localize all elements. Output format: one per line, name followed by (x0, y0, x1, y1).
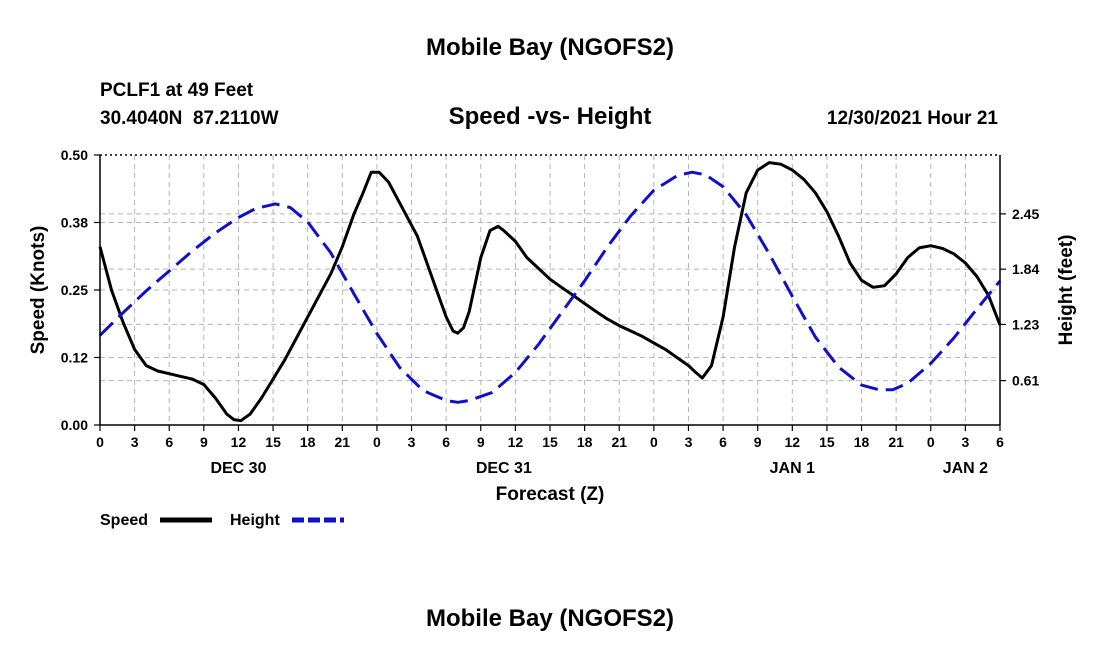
x-tick-label: 9 (200, 434, 208, 450)
y2-tick-label: 0.61 (1012, 373, 1039, 389)
y-axis-label-left: Speed (Knots) (28, 226, 49, 355)
x-tick-label: 3 (408, 434, 416, 450)
x-tick-label: 18 (300, 434, 316, 450)
x-tick-label: 12 (231, 434, 247, 450)
series-line-height (98, 170, 1002, 404)
y2-tick-label: 1.84 (1012, 261, 1039, 277)
x-tick-label: 9 (477, 434, 485, 450)
plot-frame (94, 154, 1006, 431)
x-tick-label: 0 (373, 434, 381, 450)
y2-tick-label: 2.45 (1012, 206, 1039, 222)
footer-title: Mobile Bay (NGOFS2) (426, 605, 674, 632)
x-tick-label: 3 (961, 434, 969, 450)
x-tick-label: 18 (577, 434, 593, 450)
chart-title: Speed -vs- Height (449, 103, 652, 130)
station-coords: 30.4040N 87.2110W (100, 108, 279, 129)
grid (100, 155, 1000, 425)
x-tick-label: 0 (96, 434, 104, 450)
page-title: Mobile Bay (NGOFS2) (426, 34, 674, 61)
x-tick-label: 15 (542, 434, 558, 450)
x-tick-label: 15 (819, 434, 835, 450)
y2-tick-label: 1.23 (1012, 316, 1039, 332)
series-line-speed (98, 161, 1002, 423)
y-tick-label: 0.00 (61, 417, 88, 433)
x-tick-label: 6 (719, 434, 727, 450)
x-day-label: JAN 2 (943, 460, 988, 477)
x-tick-label: 6 (996, 434, 1004, 450)
series-layer (98, 161, 1002, 423)
x-tick-label: 21 (611, 434, 627, 450)
x-tick-label: 12 (785, 434, 801, 450)
x-tick-label: 6 (442, 434, 450, 450)
x-tick-label: 3 (131, 434, 139, 450)
tick-labels: 0 3 6 9 12 15 18 21 0 3 6 9 12 15 18 21 0 3 6 9 12 15 18 21 0 3 6 D… (61, 147, 1040, 477)
y-tick-label: 0.38 (61, 215, 88, 231)
x-tick-label: 9 (754, 434, 762, 450)
x-tick-label: 3 (685, 434, 693, 450)
x-tick-label: 12 (508, 434, 524, 450)
legend: Speed Height (100, 512, 344, 529)
y-axis-label-right: Height (feet) (1056, 235, 1077, 346)
x-tick-label: 18 (854, 434, 870, 450)
x-day-label: DEC 31 (476, 460, 532, 477)
x-axis-label: Forecast (Z) (496, 484, 605, 505)
x-tick-label: 15 (265, 434, 281, 450)
x-tick-label: 0 (927, 434, 935, 450)
y-tick-label: 0.25 (61, 282, 88, 298)
x-tick-label: 21 (888, 434, 904, 450)
x-tick-label: 0 (650, 434, 658, 450)
legend-label-height: Height (230, 512, 280, 529)
x-day-label: DEC 30 (210, 460, 266, 477)
forecast-timestamp: 12/30/2021 Hour 21 (827, 108, 999, 129)
x-day-label: JAN 1 (770, 460, 815, 477)
x-tick-label: 6 (165, 434, 173, 450)
y-tick-label: 0.12 (61, 350, 88, 366)
y-tick-label: 0.50 (61, 147, 88, 163)
x-tick-label: 21 (335, 434, 351, 450)
legend-label-speed: Speed (100, 512, 148, 529)
station-label: PCLF1 at 49 Feet (100, 80, 254, 101)
